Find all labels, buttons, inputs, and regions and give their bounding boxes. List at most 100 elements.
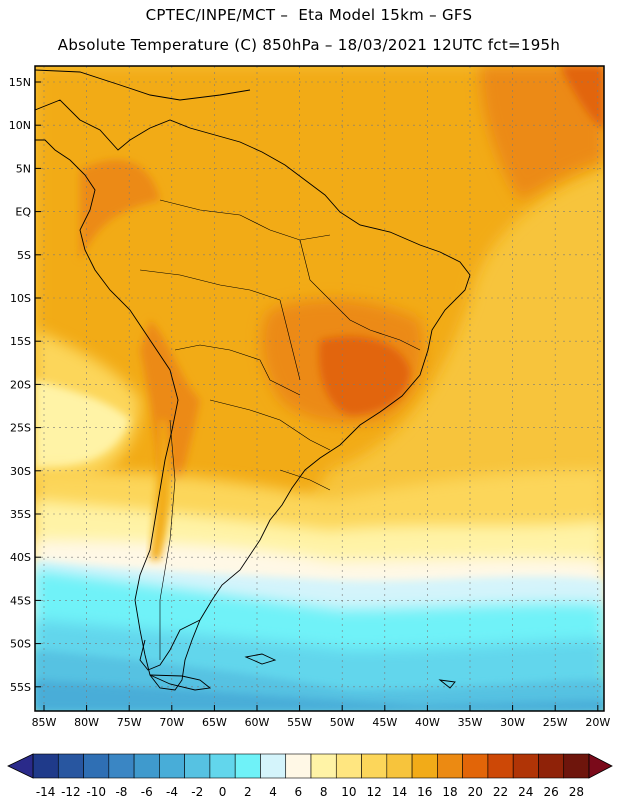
lat-label: 35S: [10, 508, 31, 521]
country-borders: [139, 199, 421, 660]
colorbar-label: 26: [543, 785, 558, 799]
colorbar-cell: [487, 753, 514, 779]
lat-label: 15N: [9, 76, 31, 89]
border-chile-argentina: [159, 419, 176, 660]
lat-label: 5N: [16, 162, 31, 175]
lon-label: 65W: [202, 716, 227, 729]
colorbar-label: 14: [392, 785, 407, 799]
border-peru-brazil: [139, 269, 281, 301]
colorbar-cell: [335, 753, 362, 779]
colorbar-label: -2: [191, 785, 203, 799]
lon-label: 30W: [500, 716, 525, 729]
border-brazil-states-2: [279, 299, 301, 381]
border-brazil-states: [299, 239, 421, 351]
field-18c-andes-north: [80, 160, 160, 260]
colorbar-cell: [57, 753, 84, 779]
lon-label: 60W: [245, 716, 270, 729]
lat-label: 45S: [10, 594, 31, 607]
lon-label: 70W: [159, 716, 184, 729]
colorbar-cell: [83, 753, 110, 779]
map-frame: [34, 65, 605, 712]
colorbar-cell: [108, 753, 135, 779]
lat-label: 50S: [10, 638, 31, 651]
colorbar-label: 16: [417, 785, 432, 799]
caribbean-coast: [35, 69, 251, 101]
colorbar-cell: [411, 753, 438, 779]
colorbar-label: 20: [468, 785, 483, 799]
colorbar-label: -14: [36, 785, 56, 799]
border-paraguay: [209, 399, 331, 451]
colorbar-label: -10: [86, 785, 106, 799]
colorbar-label: 22: [493, 785, 508, 799]
lat-label: 30S: [10, 465, 31, 478]
field-m6c-band: [35, 680, 604, 711]
colorbar-cell: [285, 753, 312, 779]
colorbar-label: -6: [141, 785, 153, 799]
colorbar-label: 8: [320, 785, 328, 799]
colorbar-cell: [260, 753, 287, 779]
lon-label: 75W: [117, 716, 142, 729]
falklands: [244, 653, 277, 665]
colorbar-label: 12: [367, 785, 382, 799]
lon-label: 35W: [458, 716, 483, 729]
chart-title-line2: Absolute Temperature (C) 850hPa – 18/03/…: [57, 36, 561, 54]
colorbar-cell: [361, 753, 388, 779]
colorbar-cell: [437, 753, 463, 779]
colorbar-label: 10: [341, 785, 356, 799]
colorbar-cell: [184, 753, 211, 779]
lat-label: 15S: [10, 335, 31, 348]
lon-label: 40W: [415, 716, 440, 729]
colorbar-cell: [133, 753, 160, 779]
field-18c-atlantic: [480, 66, 604, 200]
lon-label: 20W: [585, 716, 610, 729]
colorbar-low-arrow: [7, 753, 34, 779]
border-north: [159, 199, 331, 241]
colorbar-high-arrow: [588, 753, 613, 779]
colorbar-label: 4: [269, 785, 277, 799]
border-bolivia: [174, 344, 301, 396]
colorbar-cell: [462, 753, 489, 779]
lon-label: 55W: [287, 716, 312, 729]
lat-label: 40S: [10, 551, 31, 564]
lat-label: 10N: [9, 119, 31, 132]
temperature-field: [35, 66, 604, 711]
lon-label: 50W: [330, 716, 355, 729]
lat-label: 20S: [10, 378, 31, 391]
field-10c-pacific: [35, 380, 130, 470]
colorbar-label: 18: [442, 785, 457, 799]
colorbar-cell: [386, 753, 413, 779]
temperature-map: 15N 10N 5N EQ 5S 10S 15S 20S 25S 30S 35S 40S 45S 50S 5…: [9, 65, 610, 729]
lat-label: 55S: [10, 681, 31, 694]
colorbar-cell: [512, 753, 539, 779]
colorbar-cell: [209, 753, 236, 779]
colorbar-label: 0: [219, 785, 227, 799]
colorbar-cell: [310, 753, 337, 779]
lon-label: 25W: [543, 716, 568, 729]
colorbar-cell: [234, 753, 261, 779]
south-georgia: [438, 679, 456, 689]
colorbar-cell: [159, 753, 185, 779]
colorbar-label: -12: [61, 785, 81, 799]
lon-label: 80W: [74, 716, 99, 729]
colorbar-label: 6: [295, 785, 303, 799]
chart-title-line1: CPTEC/INPE/MCT – Eta Model 15km – GFS: [145, 6, 473, 24]
colorbar-label: 24: [518, 785, 533, 799]
latitude-labels: 15N 10N 5N EQ 5S 10S 15S 20S 25S 30S 35S 40S 45S 50S 5…: [9, 76, 41, 694]
colorbar-label: -4: [166, 785, 178, 799]
colorbar-cell: [538, 753, 565, 779]
field-20c-southeast: [319, 336, 410, 415]
lon-label: 85W: [32, 716, 57, 729]
coastlines: [35, 69, 471, 691]
colorbar-label: 28: [569, 785, 584, 799]
lat-label: 10S: [10, 292, 31, 305]
graticule: [35, 66, 604, 711]
colorbar-cell: [563, 753, 590, 779]
colorbar: -14 -12 -10 -8 -6 -4 -2 0 2 4 6 8 10 12 14 16 18 20 22 24 26…: [7, 753, 613, 799]
border-uruguay: [279, 469, 331, 491]
tierra-del-fuego: [149, 674, 212, 691]
lat-label: 25S: [10, 422, 31, 435]
colorbar-label: 2: [244, 785, 252, 799]
colorbar-label: -8: [115, 785, 127, 799]
longitude-labels: 85W 80W 75W 70W 65W 60W 55W 50W 45W 40W 35W 30W 25W 2…: [32, 705, 610, 729]
lon-label: 45W: [372, 716, 397, 729]
